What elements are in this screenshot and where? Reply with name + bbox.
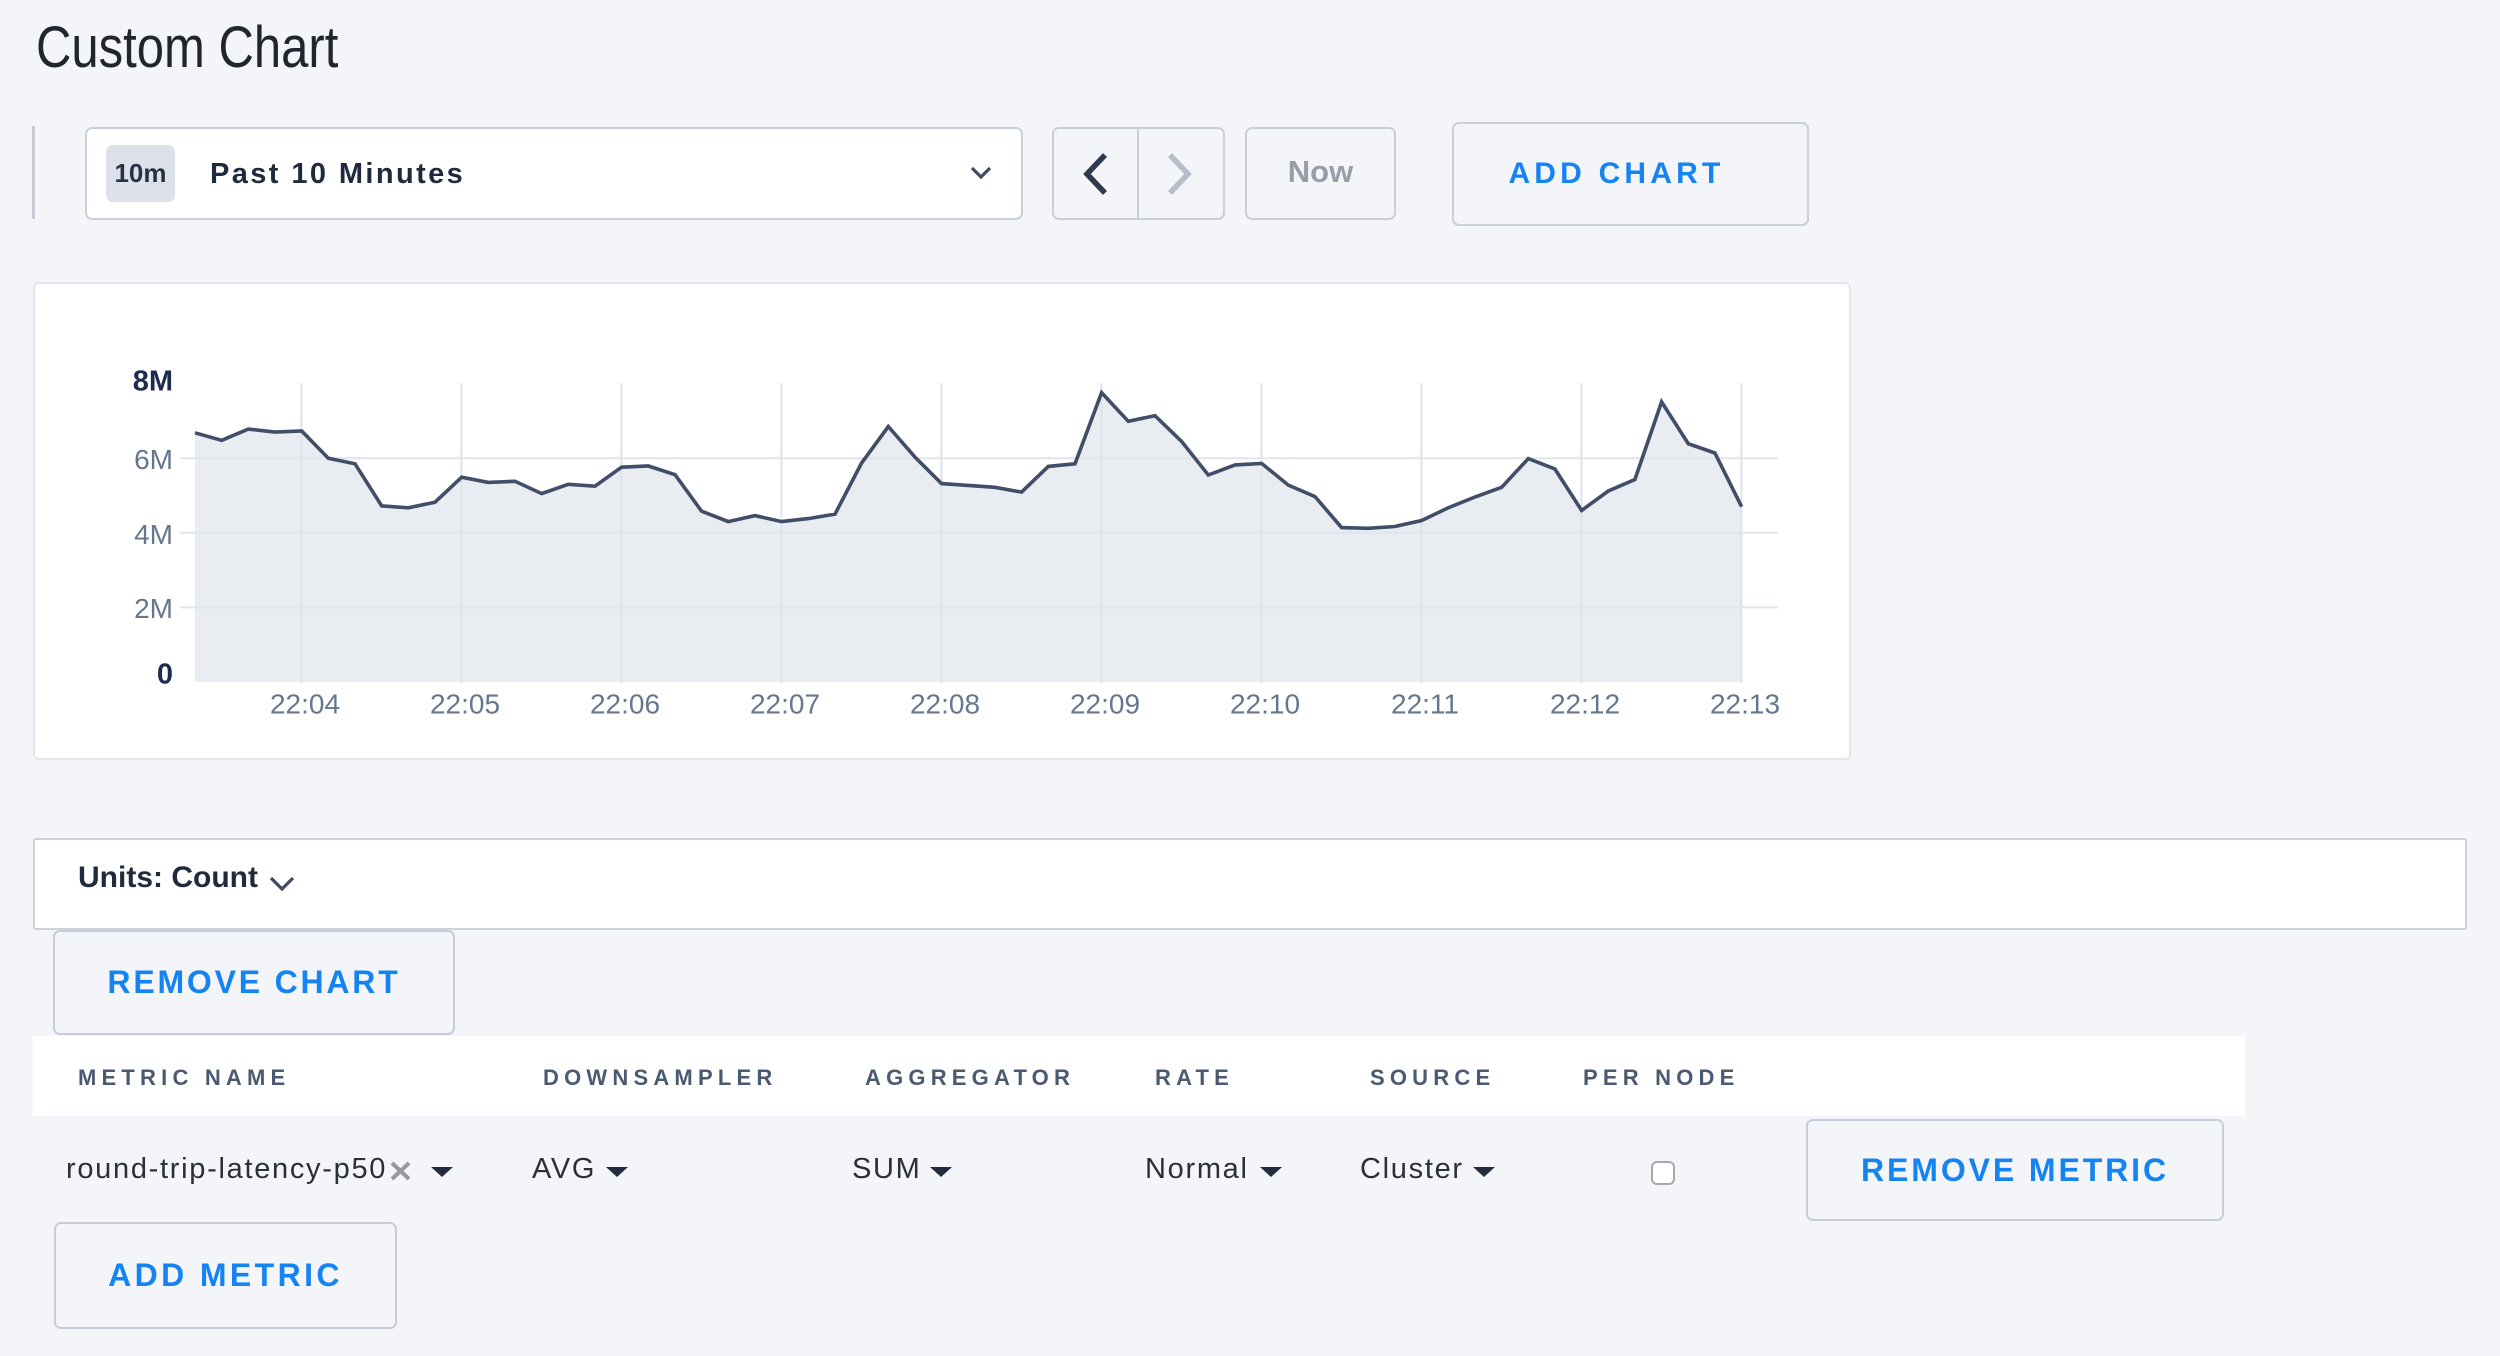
svg-text:22:06: 22:06 — [590, 689, 660, 720]
svg-text:22:08: 22:08 — [910, 689, 980, 720]
svg-text:22:11: 22:11 — [1391, 689, 1459, 720]
svg-text:22:05: 22:05 — [430, 689, 500, 720]
svg-text:22:12: 22:12 — [1550, 689, 1620, 720]
svg-text:4M: 4M — [134, 519, 173, 550]
svg-text:0: 0 — [157, 659, 173, 691]
svg-text:8M: 8M — [133, 366, 173, 398]
svg-text:22:04: 22:04 — [270, 689, 340, 720]
svg-text:22:13: 22:13 — [1710, 689, 1780, 720]
svg-text:22:09: 22:09 — [1070, 689, 1140, 720]
svg-text:22:07: 22:07 — [750, 689, 820, 720]
svg-text:2M: 2M — [134, 593, 173, 624]
svg-text:6M: 6M — [134, 444, 173, 475]
svg-text:22:10: 22:10 — [1230, 689, 1300, 720]
